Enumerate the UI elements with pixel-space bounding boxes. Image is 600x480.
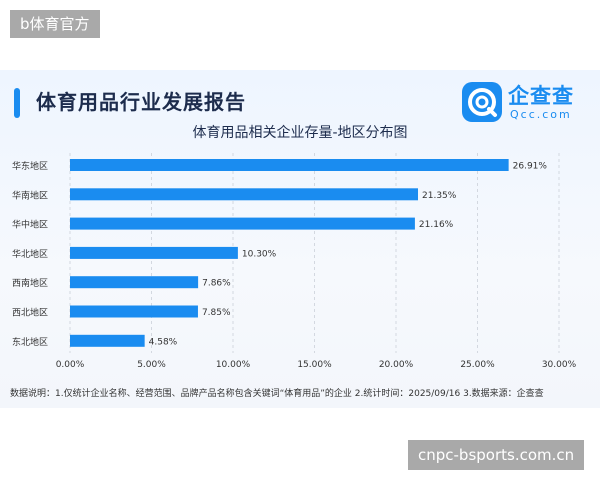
bar xyxy=(70,305,198,318)
data-label: 4.58% xyxy=(149,337,178,347)
data-label: 21.35% xyxy=(422,191,457,201)
report-card: 体育用品行业发展报告 企查查 Qcc.com 体育用品相关企业存量-地区分布图 … xyxy=(0,70,600,408)
bar xyxy=(70,217,415,230)
x-tick-label: 5.00% xyxy=(137,360,166,370)
x-tick-label: 15.00% xyxy=(297,360,332,370)
data-label: 21.16% xyxy=(419,220,454,230)
category-label: 华南地区 xyxy=(12,189,48,201)
category-label: 东北地区 xyxy=(12,336,48,348)
bar-chart: 0.00% 5.00% 10.00% 15.00% 20.00% 25.00% 30.00%… xyxy=(12,153,577,370)
x-tick-label: 20.00% xyxy=(379,360,414,370)
bar xyxy=(70,276,199,289)
bar xyxy=(70,246,238,259)
category-label: 西北地区 xyxy=(12,307,48,319)
bar xyxy=(70,334,145,347)
category-label: 华北地区 xyxy=(12,248,48,260)
logo-text-cn: 企查查 xyxy=(508,84,574,108)
report-title: 体育用品行业发展报告 xyxy=(36,90,246,114)
x-tick-label: 25.00% xyxy=(460,360,495,370)
qcc-logo-icon xyxy=(462,82,502,122)
data-label: 10.30% xyxy=(242,249,277,259)
data-label: 7.85% xyxy=(202,308,231,318)
category-label: 西南地区 xyxy=(12,277,48,289)
bar xyxy=(70,188,419,201)
x-tick-label: 10.00% xyxy=(216,360,251,370)
site-badge: b体育官方 xyxy=(10,10,100,38)
bar xyxy=(70,159,509,171)
data-label: 7.86% xyxy=(202,279,231,289)
qcc-logo: 企查查 Qcc.com xyxy=(462,80,588,126)
chart-title: 体育用品相关企业存量-地区分布图 xyxy=(192,125,408,141)
footnote: 数据说明：1.仅统计企业名称、经营范围、品牌产品名称包含关键词“体育用品”的企业… xyxy=(10,389,544,399)
data-label: 26.91% xyxy=(513,162,548,172)
x-tick-label: 0.00% xyxy=(56,360,85,370)
title-accent-bar xyxy=(14,88,20,118)
x-tick-label: 30.00% xyxy=(542,360,577,370)
logo-text-en: Qcc.com xyxy=(510,108,572,121)
category-label: 华东地区 xyxy=(12,160,48,172)
category-label: 华中地区 xyxy=(12,219,48,231)
site-url-badge: cnpc-bsports.com.cn xyxy=(408,440,585,470)
